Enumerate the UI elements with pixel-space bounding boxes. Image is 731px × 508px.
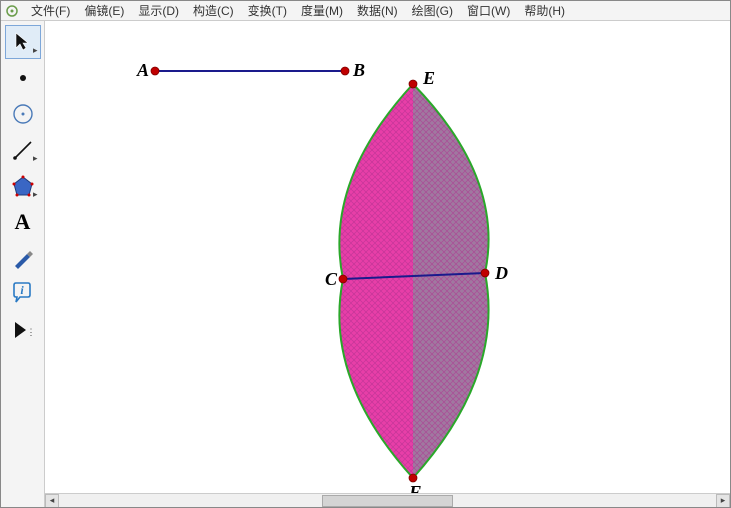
point-label-D: D bbox=[494, 263, 508, 283]
svg-text:i: i bbox=[20, 283, 24, 297]
scroll-thumb[interactable] bbox=[322, 495, 453, 507]
menu-help[interactable]: 帮助(H) bbox=[522, 0, 567, 21]
sketch-drawing: ABECDF bbox=[45, 21, 730, 495]
point-label-C: C bbox=[325, 269, 338, 289]
sketch-canvas[interactable]: ABECDF bbox=[45, 21, 730, 493]
menu-window[interactable]: 窗口(W) bbox=[465, 0, 512, 21]
menu-number[interactable]: 数据(N) bbox=[355, 0, 400, 21]
select-arrow-tool[interactable]: ▸ bbox=[5, 25, 41, 59]
point-E bbox=[409, 80, 417, 88]
point-F bbox=[409, 474, 417, 482]
menubar: 文件(F) 偏镜(E) 显示(D) 构造(C) 变换(T) 度量(M) 数据(N… bbox=[1, 1, 730, 21]
app-icon bbox=[5, 4, 19, 18]
submenu-indicator-icon: ▸ bbox=[33, 189, 38, 200]
info-tool[interactable]: i bbox=[5, 277, 41, 311]
menu-file[interactable]: 文件(F) bbox=[29, 0, 72, 21]
text-tool[interactable]: A bbox=[5, 205, 41, 239]
point-tool[interactable] bbox=[5, 61, 41, 95]
point-D bbox=[481, 269, 489, 277]
menu-edit[interactable]: 偏镜(E) bbox=[82, 0, 126, 21]
horizontal-scrollbar[interactable]: ◂ ▸ bbox=[45, 493, 730, 507]
point-C bbox=[339, 275, 347, 283]
scroll-track[interactable] bbox=[59, 494, 716, 508]
point-label-B: B bbox=[352, 60, 365, 80]
scroll-right-button[interactable]: ▸ bbox=[716, 494, 730, 508]
polygon-tool[interactable]: ▸ bbox=[5, 169, 41, 203]
point-label-A: A bbox=[136, 60, 149, 80]
submenu-indicator-icon: ⋮ bbox=[27, 327, 36, 338]
line-tool[interactable]: ▸ bbox=[5, 133, 41, 167]
submenu-indicator-icon: ▸ bbox=[33, 153, 38, 164]
menu-display[interactable]: 显示(D) bbox=[136, 0, 181, 21]
menu-construct[interactable]: 构造(C) bbox=[191, 0, 236, 21]
marker-tool[interactable] bbox=[5, 241, 41, 275]
scroll-left-button[interactable]: ◂ bbox=[45, 494, 59, 508]
custom-tool[interactable]: ⋮ bbox=[5, 313, 41, 347]
menu-transform[interactable]: 变换(T) bbox=[246, 0, 289, 21]
circle-tool[interactable] bbox=[5, 97, 41, 131]
text-tool-icon: A bbox=[15, 209, 31, 235]
menu-graph[interactable]: 绘图(G) bbox=[410, 0, 455, 21]
vertical-toolbar: ▸ ▸ ▸ A i ⋮ bbox=[1, 21, 45, 507]
point-A bbox=[151, 67, 159, 75]
menu-measure[interactable]: 度量(M) bbox=[299, 0, 345, 21]
point-label-E: E bbox=[422, 68, 435, 88]
point-B bbox=[341, 67, 349, 75]
submenu-indicator-icon: ▸ bbox=[33, 45, 38, 56]
